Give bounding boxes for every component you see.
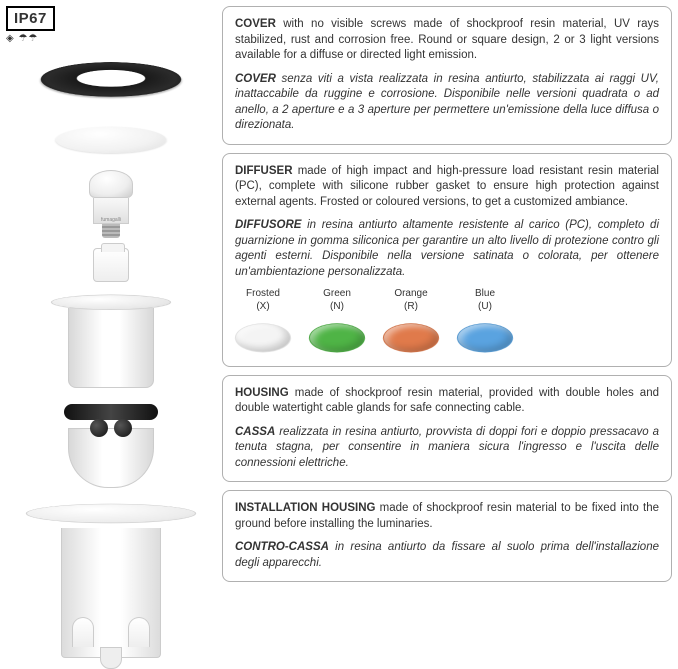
lamp-adapter-illustration xyxy=(93,248,129,282)
swatch-disc xyxy=(233,323,293,352)
housing-section: HOUSING made of shockproof resin materia… xyxy=(222,375,672,483)
ip-symbols: ◈ ☂☂ xyxy=(6,33,216,44)
cover-ring-illustration xyxy=(35,62,187,97)
install-text-it: CONTRO-CASSA in resina antiurto da fissa… xyxy=(235,540,659,571)
housing-text-en: HOUSING made of shockproof resin materia… xyxy=(235,386,659,417)
swatch-frosted: Frosted (X) xyxy=(235,288,291,356)
ip-rating-badge: IP67 ◈ ☂☂ xyxy=(6,6,216,44)
bulb-brand-label: fumagalli xyxy=(93,198,129,224)
ip-rating-text: IP67 xyxy=(6,6,55,31)
swatch-orange: Orange (R) xyxy=(383,288,439,356)
exploded-view: fumagalli xyxy=(6,48,216,658)
installation-housing-body xyxy=(61,528,161,658)
diffuser-color-swatches: Frosted (X) Green (N) Orange (R) Blue (U… xyxy=(235,288,659,356)
gasket-ring-illustration xyxy=(64,404,158,420)
installation-housing-section: INSTALLATION HOUSING made of shockproof … xyxy=(222,490,672,582)
cover-text-en: COVER with no visible screws made of sho… xyxy=(235,17,659,64)
install-text-en: INSTALLATION HOUSING made of shockproof … xyxy=(235,501,659,532)
cable-gland-icon xyxy=(90,419,108,437)
cover-section: COVER with no visible screws made of sho… xyxy=(222,6,672,145)
installation-housing-flange xyxy=(22,504,201,524)
swatch-green: Green (N) xyxy=(309,288,365,356)
swatch-blue: Blue (U) xyxy=(457,288,513,356)
diffuser-text-en: DIFFUSER made of high impact and high-pr… xyxy=(235,164,659,211)
cable-gland-icon xyxy=(114,419,132,437)
led-bulb-illustration: fumagalli xyxy=(87,170,135,240)
housing-text-it: CASSA realizzata in resina antiurto, pro… xyxy=(235,425,659,472)
diffuser-section: DIFFUSER made of high impact and high-pr… xyxy=(222,153,672,367)
diffuser-disc-illustration xyxy=(52,127,169,153)
swatch-disc xyxy=(307,323,367,352)
cover-text-it: COVER senza viti a vista realizzata in r… xyxy=(235,72,659,134)
top-housing-illustration xyxy=(51,290,171,400)
diffuser-text-it: DIFFUSORE in resina antiurto altamente r… xyxy=(235,218,659,280)
lower-housing-illustration xyxy=(68,428,154,488)
swatch-disc xyxy=(381,323,441,352)
swatch-disc xyxy=(455,323,515,352)
